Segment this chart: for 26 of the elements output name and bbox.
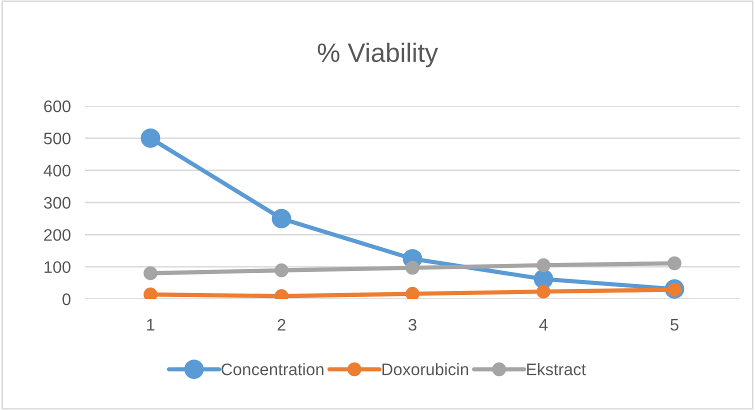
point bbox=[274, 263, 288, 278]
x-tick-label: 3 bbox=[408, 318, 416, 331]
point bbox=[406, 286, 420, 299]
y-tick-label: 400 bbox=[44, 164, 70, 177]
point bbox=[406, 260, 420, 275]
y-tick-label: 100 bbox=[44, 261, 70, 274]
point bbox=[272, 208, 292, 228]
x-tick-label: 5 bbox=[670, 319, 678, 331]
point bbox=[536, 284, 550, 299]
point bbox=[668, 256, 682, 270]
y-tick-label: 500 bbox=[44, 132, 70, 144]
y-tick-label: 0 bbox=[62, 293, 70, 306]
point bbox=[144, 288, 158, 299]
point bbox=[144, 266, 158, 280]
legend-label: Doxorubicin bbox=[382, 363, 468, 376]
y-tick-label: 300 bbox=[44, 196, 70, 209]
x-tick-label: 1 bbox=[147, 319, 154, 331]
y-tick-label: 600 bbox=[44, 100, 70, 112]
x-tick-label: 4 bbox=[539, 319, 548, 331]
point bbox=[536, 258, 550, 272]
x-tick-label: 2 bbox=[278, 318, 286, 331]
legend-label: Ekstract bbox=[527, 363, 586, 376]
legend-label: Concentration bbox=[222, 363, 324, 376]
point bbox=[140, 128, 160, 148]
chart-title: % Viability bbox=[318, 42, 438, 68]
y-tick-label: 200 bbox=[44, 229, 70, 241]
